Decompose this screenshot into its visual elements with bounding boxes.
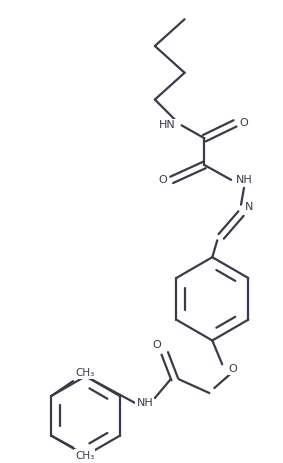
Text: NH: NH (236, 175, 252, 185)
Text: CH₃: CH₃ (75, 450, 94, 461)
Text: O: O (229, 364, 237, 374)
Text: HN: HN (159, 120, 176, 130)
Text: NH: NH (137, 398, 153, 408)
Text: O: O (153, 340, 161, 350)
Text: O: O (158, 175, 167, 185)
Text: O: O (240, 119, 248, 128)
Text: CH₃: CH₃ (75, 368, 94, 378)
Text: N: N (245, 201, 253, 212)
